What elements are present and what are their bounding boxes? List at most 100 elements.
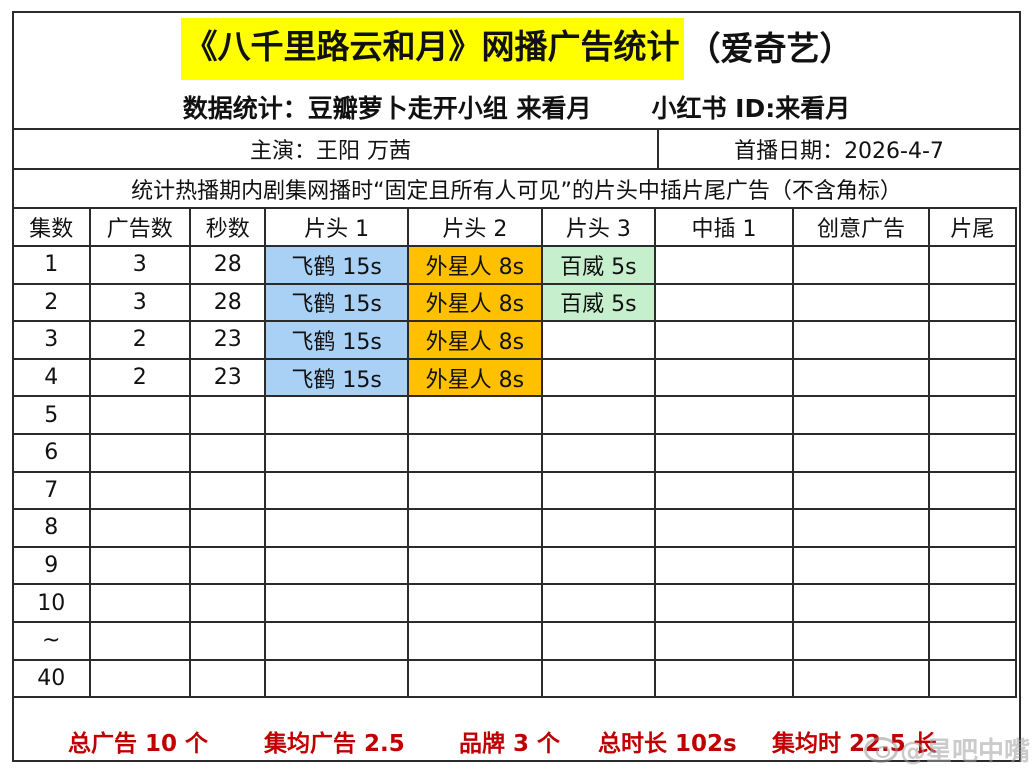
cell-opening-2: [406, 432, 544, 473]
cell-seconds: [188, 545, 267, 586]
cell-opening-1: [264, 508, 409, 548]
cell-opening-2: 外星人 8s: [406, 357, 544, 398]
cell-episode: ~: [12, 620, 91, 661]
cell-creative-ad: [792, 282, 930, 323]
cell-episode: 6: [12, 432, 91, 473]
premiere-date: 首播日期：2026-4-7: [734, 139, 944, 164]
ad-table: 集数 广告数 秒数 片头 1 片头 2 片头 3 中插 1 创意广告 片尾 1 …: [12, 207, 1018, 699]
cell-seconds: [188, 658, 267, 699]
cell-opening-3: [541, 470, 656, 511]
cell-ending: [927, 470, 1018, 511]
cast-text: 主演：王阳 万茜: [250, 139, 411, 164]
cell-seconds: [188, 620, 267, 661]
col-midroll-1: 中插 1: [653, 207, 795, 247]
table-row: 6: [12, 432, 1018, 473]
weibo-logo-icon: [863, 736, 898, 763]
cell-opening-2: 外星人 8s: [406, 320, 544, 360]
cell-opening-2: 外星人 8s: [406, 282, 544, 323]
weibo-watermark: @星吧中嘴: [863, 731, 1030, 768]
stats-credit: 数据统计：豆瓣萝卜走开小组 来看月: [182, 94, 592, 123]
cell-ad-count: 2: [88, 320, 191, 360]
cell-ending: [927, 658, 1018, 699]
cell-opening-1: [264, 470, 409, 511]
cell-creative-ad: [792, 583, 930, 623]
cell-ending: [927, 583, 1018, 623]
cell-episode: 10: [12, 583, 91, 623]
cell-ad-count: [88, 545, 191, 586]
cell-ending: [927, 432, 1018, 473]
divider: [14, 128, 1019, 130]
cell-midroll-1: [653, 658, 795, 699]
cell-ending: [927, 357, 1018, 398]
cell-episode: 2: [12, 282, 91, 323]
cell-ad-count: [88, 432, 191, 473]
cell-creative-ad: [792, 658, 930, 699]
cell-opening-1: 飞鹤 15s: [264, 282, 409, 323]
cell-opening-1: [264, 620, 409, 661]
page-title: 《八千里路云和月》网播广告统计: [180, 18, 684, 80]
cell-midroll-1: [653, 432, 795, 473]
cell-seconds: 28: [188, 282, 267, 323]
cell-opening-3: [541, 583, 656, 623]
col-opening-2: 片头 2: [406, 207, 544, 247]
cell-opening-1: 飞鹤 15s: [264, 320, 409, 360]
cell-ending: [927, 282, 1018, 323]
divider: [657, 129, 659, 169]
avg-ads-per-episode: 集均广告 2.5: [264, 730, 405, 757]
table-row: 4 2 23 飞鹤 15s 外星人 8s: [12, 357, 1018, 398]
cell-midroll-1: [653, 320, 795, 360]
cell-opening-2: [406, 620, 544, 661]
cell-opening-3: 百威 5s: [541, 245, 656, 285]
cell-opening-2: [406, 658, 544, 699]
cell-seconds: [188, 508, 267, 548]
cell-midroll-1: [653, 282, 795, 323]
cell-opening-3: 百威 5s: [541, 282, 656, 323]
cell-opening-3: [541, 357, 656, 398]
cell-opening-1: [264, 395, 409, 435]
table-header-row: 集数 广告数 秒数 片头 1 片头 2 片头 3 中插 1 创意广告 片尾: [12, 207, 1018, 247]
cell-ad-count: [88, 395, 191, 435]
cell-opening-1: 飞鹤 15s: [264, 245, 409, 285]
cell-seconds: [188, 583, 267, 623]
cell-opening-2: 外星人 8s: [406, 245, 544, 285]
cell-episode: 40: [12, 658, 91, 699]
cell-seconds: 23: [188, 357, 267, 398]
total-ads: 总广告 10 个: [68, 730, 209, 757]
xiaohongshu-id: 小红书 ID:来看月: [651, 94, 851, 123]
cell-opening-3: [541, 395, 656, 435]
cell-episode: 9: [12, 545, 91, 586]
cell-opening-1: [264, 583, 409, 623]
col-opening-3: 片头 3: [541, 207, 656, 247]
table-row: 10: [12, 583, 1018, 623]
cell-creative-ad: [792, 470, 930, 511]
cell-seconds: [188, 470, 267, 511]
table-row: 8: [12, 508, 1018, 548]
cell-opening-1: [264, 432, 409, 473]
cell-ending: [927, 545, 1018, 586]
cell-midroll-1: [653, 470, 795, 511]
cell-ending: [927, 245, 1018, 285]
cell-ad-count: 3: [88, 245, 191, 285]
title-row: 《八千里路云和月》网播广告统计 （爱奇艺）: [14, 13, 1019, 85]
total-duration: 总时长 102s: [598, 730, 737, 757]
table-row: 7: [12, 470, 1018, 511]
note-row: 统计热播期内剧集网播时“固定且所有人可见”的片头中插片尾广告（不含角标）: [14, 169, 1019, 208]
cell-midroll-1: [653, 620, 795, 661]
cell-seconds: [188, 432, 267, 473]
cell-midroll-1: [653, 357, 795, 398]
cell-episode: 1: [12, 245, 91, 285]
cell-creative-ad: [792, 508, 930, 548]
table-row: 3 2 23 飞鹤 15s 外星人 8s: [12, 320, 1018, 360]
cast-cell: 主演：王阳 万茜: [14, 129, 647, 169]
premiere-cell: 首播日期：2026-4-7: [659, 129, 1019, 169]
cell-opening-3: [541, 320, 656, 360]
info-row: 主演：王阳 万茜 首播日期：2026-4-7: [14, 129, 1019, 169]
col-ad-count: 广告数: [88, 207, 191, 247]
table-row: 9: [12, 545, 1018, 586]
cell-opening-2: [406, 583, 544, 623]
cell-ad-count: 3: [88, 282, 191, 323]
cell-opening-3: [541, 658, 656, 699]
cell-ad-count: [88, 470, 191, 511]
cell-creative-ad: [792, 545, 930, 586]
cell-midroll-1: [653, 583, 795, 623]
